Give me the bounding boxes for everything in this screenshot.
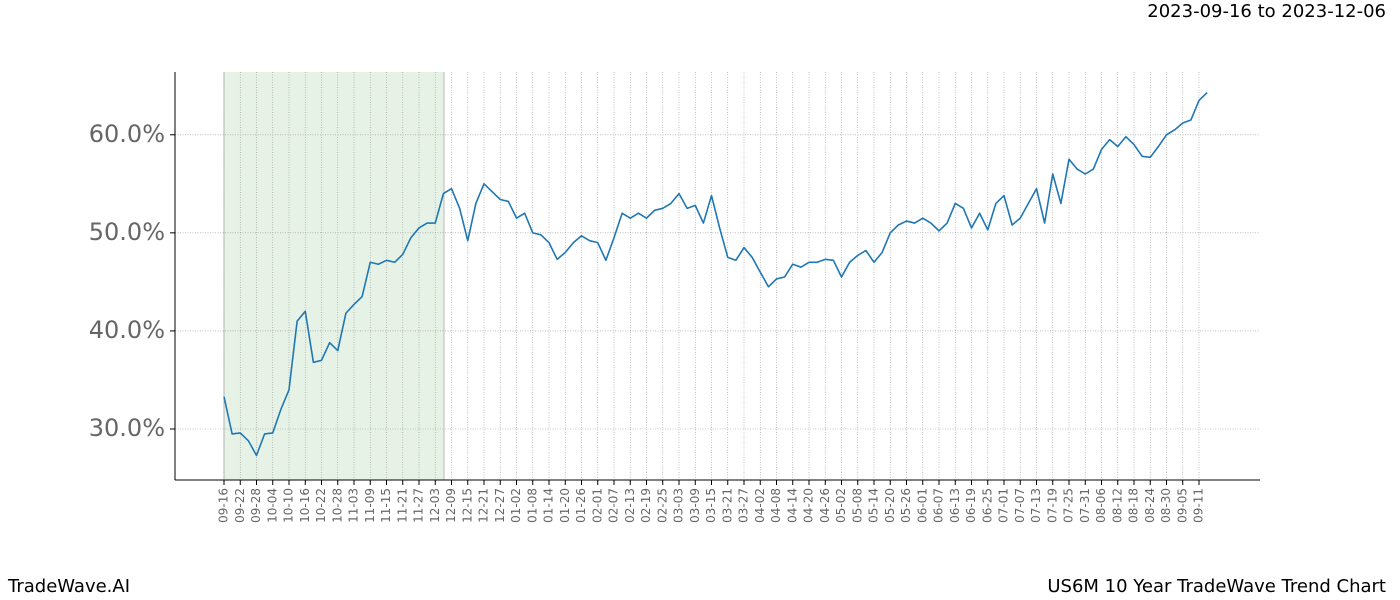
x-tick-label: 12-21 [477, 488, 491, 523]
grid [175, 72, 1260, 480]
x-tick-label: 12-15 [460, 488, 474, 523]
y-tick-label: 30.0% [89, 414, 165, 442]
x-tick-label: 09-11 [1192, 488, 1206, 523]
x-tick-label: 07-31 [1078, 488, 1092, 523]
data-line [223, 92, 1208, 457]
x-tick-label: 11-15 [379, 488, 393, 523]
x-tick-label: 01-20 [558, 488, 572, 523]
x-tick-label: 05-08 [850, 488, 864, 523]
x-tick-label: 01-08 [525, 488, 539, 523]
x-tick-label: 10-22 [314, 488, 328, 523]
x-tick-label: 06-25 [980, 488, 994, 523]
x-tick-label: 03-27 [737, 488, 751, 523]
x-tick-label: 12-09 [444, 488, 458, 523]
footer-right: US6M 10 Year TradeWave Trend Chart [1047, 576, 1386, 597]
x-tick-label: 05-20 [883, 488, 897, 523]
x-tick-label: 04-20 [802, 488, 816, 523]
x-tick-label: 08-06 [1094, 488, 1108, 523]
x-tick-label: 07-13 [1029, 488, 1043, 523]
x-tick-label: 10-16 [298, 488, 312, 523]
x-tick-label: 09-16 [217, 488, 231, 523]
x-tick-label: 09-05 [1175, 488, 1189, 523]
x-tick-label: 02-01 [590, 488, 604, 523]
x-tick-label: 06-13 [948, 488, 962, 523]
x-tick-label: 05-26 [899, 488, 913, 523]
y-tick-label: 60.0% [89, 120, 165, 148]
x-tick-label: 09-22 [233, 488, 247, 523]
chart-title: 2023-09-16 to 2023-12-06 [1147, 1, 1386, 22]
x-tick-label: 07-07 [1013, 488, 1027, 523]
x-tick-label: 11-27 [412, 488, 426, 523]
x-tick-label: 11-03 [347, 488, 361, 523]
x-tick-label: 03-15 [704, 488, 718, 523]
x-tick-label: 11-21 [395, 488, 409, 523]
x-tick-label: 08-18 [1127, 488, 1141, 523]
x-tick-label: 03-09 [688, 488, 702, 523]
x-tick-label: 06-19 [964, 488, 978, 523]
x-tick-label: 10-04 [265, 488, 279, 523]
x-tick-label: 08-12 [1110, 488, 1124, 523]
footer-left: TradeWave.AI [7, 576, 130, 597]
x-tick-label: 06-07 [932, 488, 946, 523]
x-tick-label: 04-08 [769, 488, 783, 523]
x-tick-label: 01-14 [542, 488, 556, 523]
highlight-span [224, 72, 444, 480]
x-tick-label: 01-26 [574, 488, 588, 523]
x-tick-label: 09-28 [249, 488, 263, 523]
y-tick-label: 50.0% [89, 218, 165, 246]
x-tick-label: 03-03 [672, 488, 686, 523]
x-tick-label: 02-13 [623, 488, 637, 523]
x-tick-label: 04-02 [753, 488, 767, 523]
x-tick-label: 02-07 [607, 488, 621, 523]
x-tick-label: 04-26 [818, 488, 832, 523]
x-tick-label: 10-10 [282, 488, 296, 523]
x-tick-label: 01-02 [509, 488, 523, 523]
x-tick-label: 07-25 [1062, 488, 1076, 523]
x-tick-label: 02-25 [655, 488, 669, 523]
x-tick-label: 11-09 [363, 488, 377, 523]
y-tick-label: 40.0% [89, 316, 165, 344]
x-tick-label: 06-01 [915, 488, 929, 523]
x-tick-label: 03-21 [720, 488, 734, 523]
x-tick-label: 02-19 [639, 488, 653, 523]
x-tick-label: 05-14 [867, 488, 881, 523]
x-tick-label: 08-24 [1143, 488, 1157, 523]
x-tick-label: 10-28 [330, 488, 344, 523]
x-tick-label: 04-14 [785, 488, 799, 523]
plot [223, 92, 1208, 457]
x-tick-label: 12-03 [428, 488, 442, 523]
x-tick-label: 08-30 [1159, 488, 1173, 523]
x-tick-label: 07-19 [1045, 488, 1059, 523]
x-tick-label: 07-01 [997, 488, 1011, 523]
x-tick-label: 12-27 [493, 488, 507, 523]
x-tick-label: 05-02 [834, 488, 848, 523]
